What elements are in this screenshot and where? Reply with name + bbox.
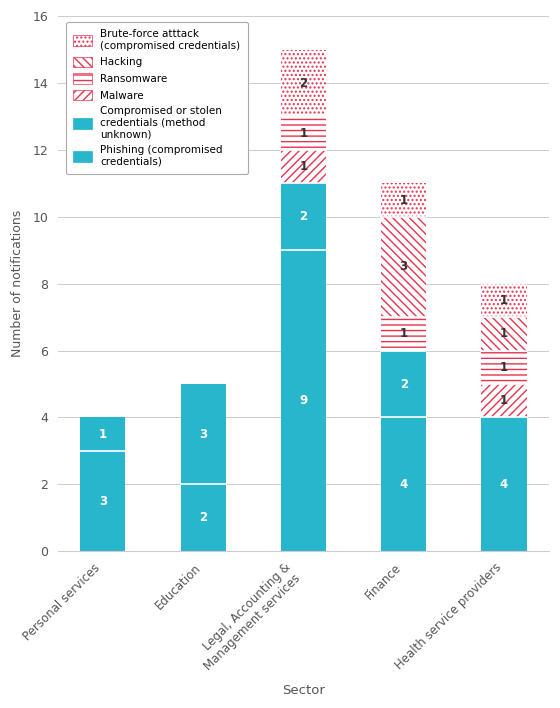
Text: 4: 4: [500, 478, 508, 491]
Text: 9: 9: [300, 394, 307, 407]
Bar: [181, 484, 226, 552]
Text: 4: 4: [400, 478, 408, 491]
Bar: [482, 317, 526, 350]
Bar: [482, 284, 526, 317]
Text: 2: 2: [199, 511, 207, 525]
Text: 1: 1: [400, 193, 408, 207]
Bar: [281, 150, 326, 183]
Text: 1: 1: [300, 160, 307, 173]
Bar: [281, 116, 326, 150]
Text: 1: 1: [300, 127, 307, 139]
Bar: [381, 418, 426, 552]
Bar: [281, 250, 326, 552]
Text: 3: 3: [99, 495, 107, 508]
Bar: [381, 350, 426, 418]
Text: 2: 2: [300, 76, 307, 89]
Bar: [80, 451, 125, 552]
Text: 1: 1: [500, 361, 508, 374]
Bar: [181, 384, 226, 484]
Text: 1: 1: [99, 428, 107, 440]
X-axis label: Sector: Sector: [282, 684, 325, 697]
Y-axis label: Number of notifications: Number of notifications: [11, 210, 24, 358]
Legend: Brute-force atttack
(compromised credentials), Hacking, Ransomware, Malware, Com: Brute-force atttack (compromised credent…: [66, 22, 248, 174]
Bar: [482, 384, 526, 418]
Text: 1: 1: [500, 294, 508, 307]
Text: 1: 1: [500, 394, 508, 407]
Bar: [281, 183, 326, 250]
Bar: [381, 317, 426, 350]
Bar: [381, 183, 426, 217]
Bar: [482, 350, 526, 384]
Text: 1: 1: [500, 327, 508, 341]
Bar: [80, 418, 125, 451]
Bar: [281, 50, 326, 116]
Bar: [482, 418, 526, 552]
Text: 3: 3: [400, 261, 408, 273]
Text: 2: 2: [300, 210, 307, 223]
Text: 3: 3: [199, 428, 207, 440]
Text: 2: 2: [400, 377, 408, 391]
Bar: [381, 217, 426, 317]
Text: 1: 1: [400, 327, 408, 341]
